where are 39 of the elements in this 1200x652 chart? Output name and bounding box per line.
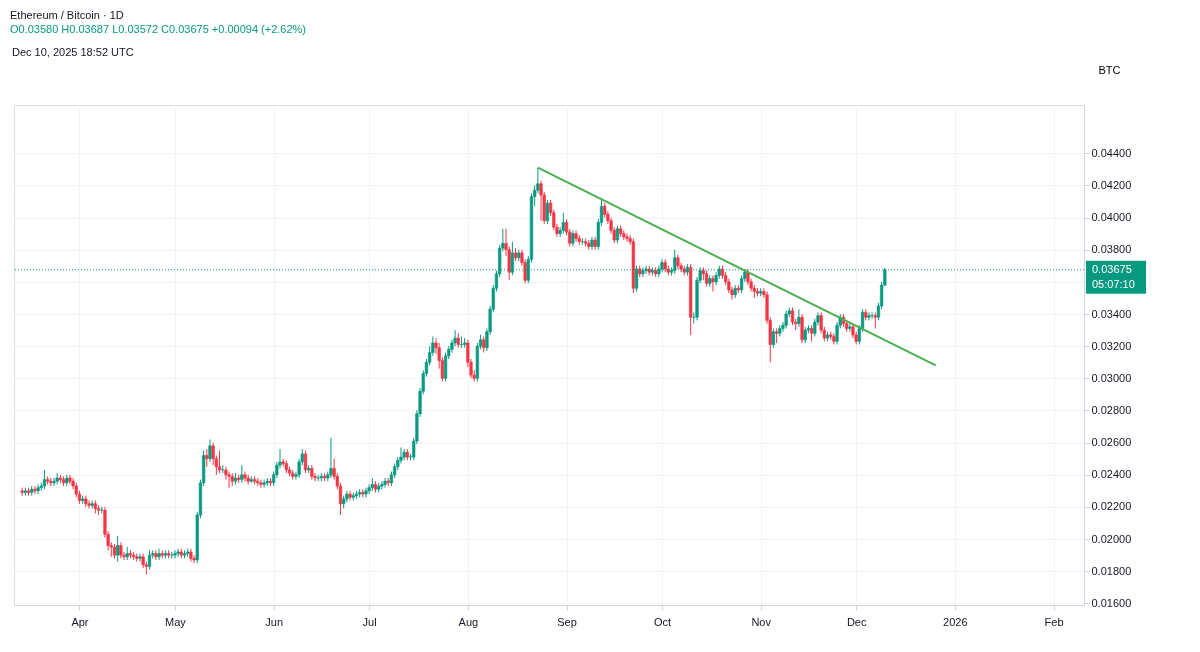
y-tick-label: 0.02400 — [1091, 468, 1132, 481]
y-tick-label: 0.02000 — [1091, 532, 1132, 545]
x-tick-label: 2026 — [943, 615, 968, 628]
candlestick — [867, 311, 871, 321]
y-tick-label: 0.04200 — [1091, 178, 1132, 191]
y-tick-label: 0.02200 — [1091, 500, 1132, 513]
ref-line-label: 0.03675 — [1092, 262, 1132, 275]
x-tick-label: Aug — [458, 615, 479, 628]
candlestick — [380, 480, 384, 490]
x-tick-label: Jun — [265, 615, 284, 628]
x-tick-label: May — [165, 615, 187, 628]
text: 05:07:10 — [1092, 277, 1135, 290]
y-tick-label: 0.04400 — [1091, 146, 1132, 159]
x-tick-label: Nov — [751, 615, 772, 628]
y-tick-label: 0.03400 — [1091, 307, 1132, 320]
chart-subtitle: O0.03580 H0.03687 L0.03572 C0.03675 +0.00094 (+2.62%) — [10, 23, 307, 35]
candlestick — [208, 438, 212, 463]
candlestick — [574, 229, 578, 243]
x-tick-label: Feb — [1044, 615, 1064, 628]
chart-title: Ethereum / Bitcoin · 1D — [10, 9, 124, 21]
candlestick — [797, 308, 801, 328]
y-tick-label: 0.03800 — [1091, 243, 1132, 256]
y-axis-title: BTC — [1098, 63, 1121, 76]
x-tick-label: Apr — [71, 615, 89, 628]
y-tick-label: 0.01800 — [1091, 564, 1132, 577]
y-tick-label: 0.01600 — [1091, 596, 1132, 609]
x-tick-label: Oct — [653, 615, 672, 628]
y-tick-label: 0.02800 — [1091, 403, 1132, 416]
x-tick-label: Jul — [362, 615, 377, 628]
y-tick-label: 0.03000 — [1091, 371, 1132, 384]
candlestick — [329, 437, 333, 479]
candlestick — [625, 233, 629, 243]
x-tick-label: Sep — [557, 615, 577, 628]
y-tick-label: 0.02600 — [1091, 436, 1132, 449]
text: Dec 10, 2025 18:52 UTC — [12, 46, 134, 58]
y-tick-label: 0.03200 — [1091, 339, 1132, 352]
y-tick-label: 0.04000 — [1091, 211, 1132, 224]
candlestick — [539, 180, 543, 222]
x-tick-label: Dec — [846, 615, 867, 628]
